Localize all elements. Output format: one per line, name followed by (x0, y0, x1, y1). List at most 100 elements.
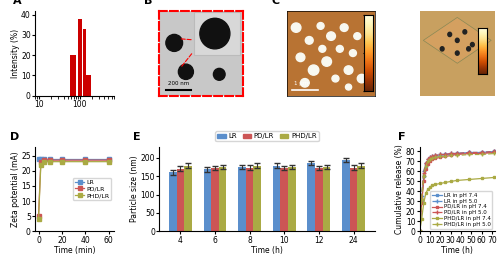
PD/LR in pH 5.0 (432, 154, 438, 157)
PD/LR in pH 5.0 (429, 155, 435, 158)
Circle shape (440, 47, 444, 51)
Circle shape (336, 45, 344, 52)
Circle shape (346, 84, 352, 90)
Circle shape (344, 66, 353, 74)
Bar (273, 166, 280, 231)
Bar (280, 168, 288, 231)
PD/LR in pH 7.4 (422, 168, 428, 171)
Bar (85, 75, 91, 95)
PD/LR in pH 5.0 (422, 162, 428, 165)
Circle shape (463, 30, 466, 34)
PHD/LR in pH 7.4 (427, 186, 433, 189)
Y-axis label: Zeta potential (mA): Zeta potential (mA) (11, 151, 20, 227)
PHD/LR (47, 160, 53, 163)
Line: PD/LR: PD/LR (36, 158, 111, 218)
LR in pH 7.4 (466, 151, 472, 154)
PHD/LR in pH 7.4 (425, 188, 431, 191)
LR in pH 5.0 (425, 158, 431, 161)
PD/LR in pH 5.0 (420, 172, 426, 175)
LR in pH 7.4 (418, 200, 424, 203)
PHD/LR in pH 7.4 (437, 182, 443, 185)
PHD/LR in pH 7.4 (491, 176, 497, 179)
Text: 200 nm: 200 nm (168, 81, 189, 86)
Circle shape (214, 68, 225, 80)
PD/LR in pH 5.0 (427, 156, 433, 159)
PD/LR in pH 5.0 (437, 153, 443, 156)
LR in pH 7.4 (425, 160, 431, 163)
Bar (176, 169, 184, 231)
PD/LR (106, 159, 112, 162)
Circle shape (470, 43, 474, 47)
Circle shape (166, 34, 182, 51)
PHD/LR in pH 5.0 (466, 153, 472, 156)
Bar (308, 163, 315, 231)
Bar (211, 168, 219, 231)
LR in pH 7.4 (478, 151, 484, 154)
PHD/LR in pH 7.4 (420, 202, 426, 205)
PHD/LR in pH 5.0 (425, 160, 431, 163)
Line: LR: LR (36, 157, 111, 161)
Circle shape (296, 53, 305, 62)
Bar (70, 55, 76, 95)
Y-axis label: Intensity (%): Intensity (%) (10, 28, 20, 78)
LR in pH 5.0 (418, 195, 424, 198)
PHD/LR (38, 163, 44, 166)
Circle shape (350, 50, 356, 56)
FancyBboxPatch shape (194, 12, 240, 55)
Bar (358, 166, 365, 231)
LR in pH 7.4 (420, 175, 426, 178)
Circle shape (340, 24, 348, 31)
Bar (342, 160, 349, 231)
Bar (322, 167, 330, 231)
PHD/LR in pH 5.0 (442, 155, 448, 158)
Circle shape (456, 38, 459, 43)
PHD/LR (59, 160, 65, 163)
Circle shape (317, 23, 324, 29)
PD/LR in pH 7.4 (442, 155, 448, 158)
LR (42, 157, 48, 160)
LR in pH 7.4 (491, 150, 497, 153)
Bar (83, 29, 86, 95)
PHD/LR in pH 7.4 (429, 184, 435, 187)
X-axis label: Time (h): Time (h) (251, 246, 283, 255)
PD/LR in pH 7.4 (418, 202, 424, 205)
Circle shape (292, 23, 301, 32)
PHD/LR in pH 5.0 (416, 230, 422, 233)
LR (36, 157, 42, 160)
Line: PD/LR in pH 7.4: PD/LR in pH 7.4 (418, 151, 496, 233)
PHD/LR in pH 7.4 (448, 180, 454, 183)
PD/LR (42, 159, 48, 162)
Bar (350, 168, 358, 231)
PD/LR in pH 7.4 (427, 160, 433, 163)
PHD/LR in pH 7.4 (478, 177, 484, 180)
PD/LR in pH 7.4 (432, 157, 438, 160)
PD/LR in pH 7.4 (437, 156, 443, 159)
Circle shape (300, 78, 309, 87)
Bar (219, 167, 226, 231)
LR in pH 5.0 (491, 150, 497, 153)
Y-axis label: Particle size (nm): Particle size (nm) (130, 156, 139, 222)
Line: PHD/LR in pH 7.4: PHD/LR in pH 7.4 (418, 176, 496, 233)
PHD/LR in pH 7.4 (454, 179, 460, 182)
Bar (184, 166, 192, 231)
LR (106, 157, 112, 160)
Line: LR in pH 7.4: LR in pH 7.4 (418, 150, 496, 233)
PD/LR in pH 5.0 (418, 198, 424, 201)
Circle shape (306, 36, 313, 44)
PHD/LR (106, 160, 112, 163)
Text: C: C (272, 0, 280, 6)
Circle shape (456, 51, 459, 55)
PD/LR in pH 5.0 (416, 230, 422, 233)
PHD/LR in pH 7.4 (422, 192, 428, 195)
Line: PD/LR in pH 5.0: PD/LR in pH 5.0 (418, 150, 496, 233)
PD/LR in pH 5.0 (448, 152, 454, 155)
LR in pH 7.4 (437, 154, 443, 157)
PD/LR in pH 5.0 (478, 151, 484, 154)
LR in pH 7.4 (454, 152, 460, 155)
PHD/LR (42, 160, 48, 163)
PHD/LR in pH 5.0 (454, 154, 460, 157)
LR (59, 157, 65, 160)
Bar (78, 19, 82, 95)
PD/LR (59, 159, 65, 162)
LR in pH 7.4 (427, 158, 433, 161)
